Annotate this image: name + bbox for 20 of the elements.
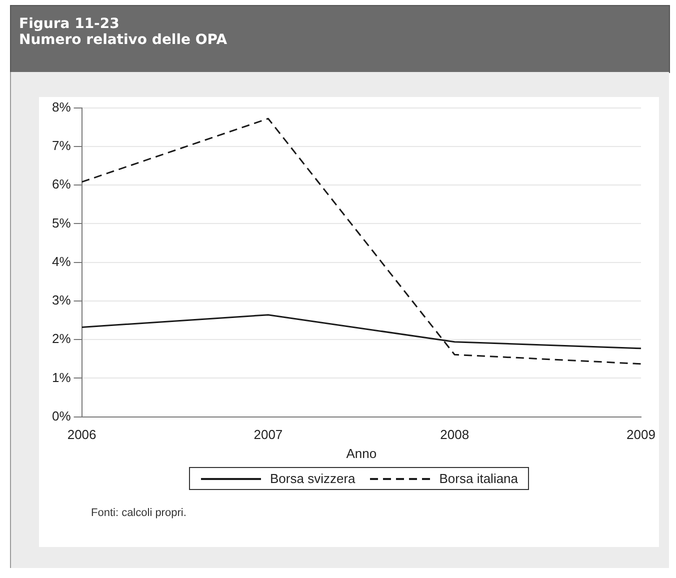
y-tick-label: 2% (52, 331, 72, 346)
x-tick-label: 2007 (254, 427, 283, 442)
text: Fonti: calcoli propri. (91, 507, 186, 519)
legend-label: Borsa italiana (439, 471, 518, 486)
y-tick-label: 4% (52, 254, 72, 269)
y-tick-label: 3% (52, 292, 72, 308)
y-tick-label: 0% (52, 408, 72, 424)
x-tick-label: 2006 (67, 427, 96, 442)
chart-subtitle: Numero relativo delle OPA (18, 32, 228, 48)
line-series (82, 118, 641, 365)
y-tick-label: 6% (52, 176, 72, 192)
y-tick-label: 8% (52, 99, 72, 114)
chart-title: Figura 11-23 (18, 15, 120, 32)
x-axis-title: Anno (346, 446, 377, 461)
y-tick-label: 5% (52, 215, 72, 230)
x-tick-label: 2009 (626, 427, 656, 442)
legend-label: Borsa svizzera (270, 471, 356, 486)
y-tick-label: 7% (52, 138, 72, 154)
y-tick-label: 1% (52, 370, 72, 385)
x-tick-label: 2008 (440, 427, 470, 442)
